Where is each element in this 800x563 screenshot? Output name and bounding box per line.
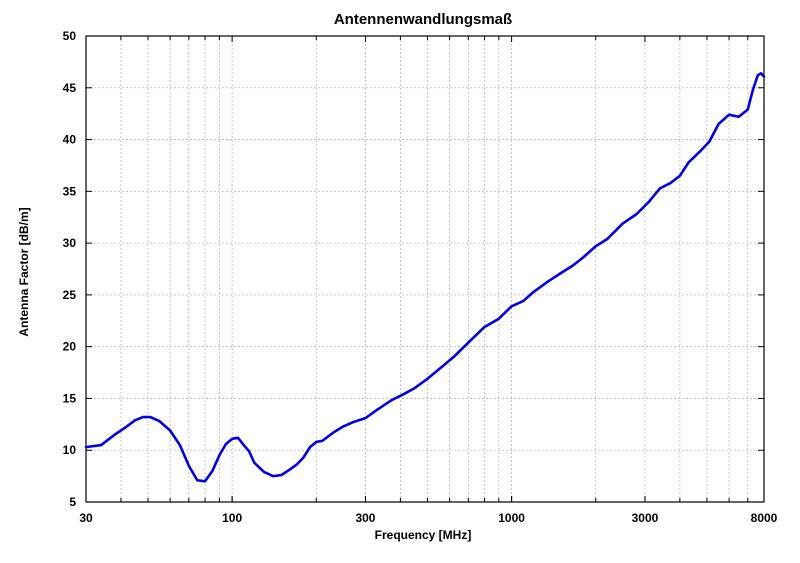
- y-tick-label: 45: [63, 81, 77, 95]
- y-tick-label: 15: [63, 391, 77, 405]
- x-tick-label: 8000: [751, 511, 778, 525]
- y-tick-label: 5: [69, 495, 76, 509]
- x-tick-label: 100: [222, 511, 242, 525]
- y-tick-label: 20: [63, 340, 77, 354]
- y-tick-label: 50: [63, 29, 77, 43]
- grid: [86, 36, 764, 502]
- ticks: [85, 35, 765, 503]
- y-tick-label: 10: [63, 443, 77, 457]
- chart-title: Antennenwandlungsmaß: [334, 11, 512, 28]
- y-tick-label: 30: [63, 236, 77, 250]
- y-axis-label: Antenna Factor [dB/m]: [17, 207, 31, 336]
- x-tick-label: 1000: [498, 511, 525, 525]
- tick-labels: 30 100 300 1000 3000 8000 5 10 15 20 25 30 35 40 45 50: [63, 29, 778, 525]
- y-tick-label: 40: [63, 133, 77, 147]
- x-axis-label: Frequency [MHz]: [375, 528, 472, 542]
- x-tick-label: 300: [355, 511, 375, 525]
- y-tick-label: 35: [63, 184, 77, 198]
- x-tick-label: 3000: [632, 511, 659, 525]
- plot-area: [85, 35, 765, 503]
- antenna-factor-line: [84, 71, 766, 483]
- x-tick-label: 30: [79, 511, 93, 525]
- y-tick-label: 25: [63, 288, 77, 302]
